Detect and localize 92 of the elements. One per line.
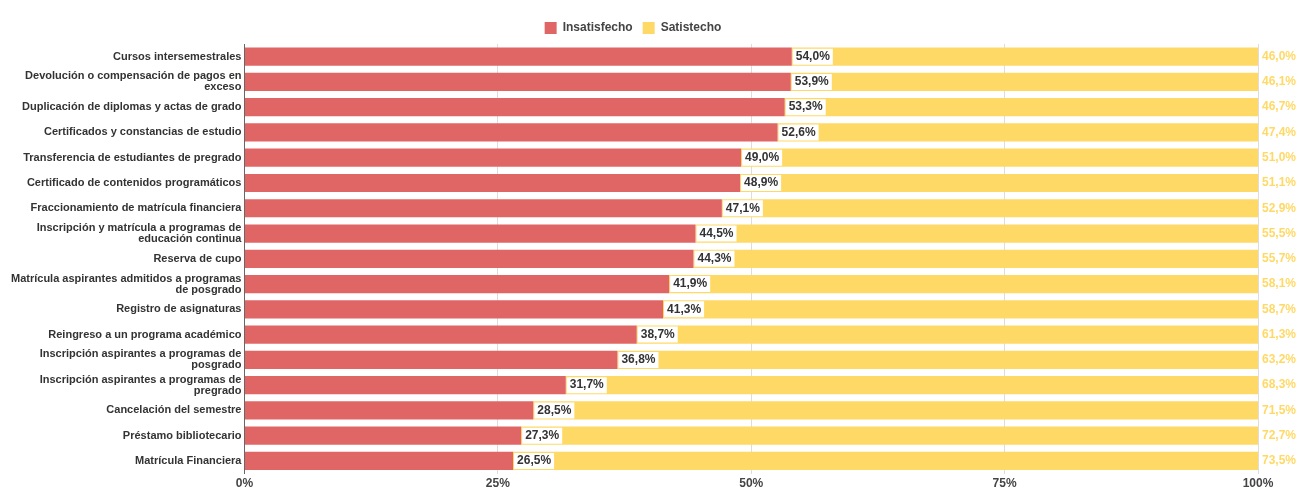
- data-label: 38,7%: [640, 326, 676, 341]
- bar: [244, 224, 696, 243]
- y-tick-label: Cancelación del semestre: [106, 403, 242, 416]
- y-tick-label: Inscripción aspirantes a programas de posgrado: [39, 347, 242, 371]
- data-label: 44,3%: [697, 251, 732, 266]
- y-tick-label: Reserva de cupo: [153, 251, 242, 264]
- data-label: 41,3%: [667, 301, 702, 316]
- data-label: 27,3%: [525, 428, 560, 443]
- y-tick-label: Certificados y constancias de estudio: [44, 125, 242, 138]
- bar: [669, 274, 1258, 294]
- bar: [741, 148, 1258, 167]
- data-label: 52,6%: [781, 124, 816, 139]
- bar: [244, 401, 534, 420]
- bar: [244, 148, 742, 167]
- bar: [244, 123, 778, 142]
- x-tick-label: 0%: [235, 476, 254, 491]
- bar: [790, 72, 1258, 91]
- bar: [244, 173, 741, 193]
- bar: [513, 451, 1258, 471]
- data-label: 47,4%: [1262, 124, 1297, 139]
- data-label: 73,5%: [1262, 453, 1297, 468]
- y-tick-label: Devolución o compensación de pagos en exceso: [25, 69, 242, 93]
- data-label: 53,9%: [794, 74, 830, 89]
- bar: [721, 199, 1258, 218]
- bar: [244, 325, 637, 344]
- data-label: 55,5%: [1262, 225, 1297, 240]
- data-label: 41,9%: [673, 276, 708, 291]
- y-tick-label: Inscripción aspirantes a programas de pregrado: [39, 372, 242, 396]
- data-label: 49,0%: [745, 150, 780, 165]
- bar: [777, 123, 1258, 142]
- data-label: 26,5%: [517, 453, 552, 468]
- data-label: 58,1%: [1262, 276, 1297, 291]
- bar: [521, 426, 1258, 445]
- bar: [244, 274, 670, 294]
- legend-label: Insatisfecho: [562, 20, 633, 35]
- data-label: 53,3%: [788, 99, 824, 114]
- data-label: 63,2%: [1262, 352, 1297, 367]
- y-tick-label: Duplicación de diplomas y actas de grado: [22, 100, 242, 113]
- bar: [636, 325, 1258, 344]
- bar: [791, 47, 1258, 66]
- y-tick-label: Cursos intersemestrales: [113, 49, 242, 62]
- data-label: 46,0%: [1262, 48, 1297, 63]
- y-tick-label: Reingreso a un programa académico: [48, 327, 242, 340]
- x-tick-label: 25%: [485, 476, 511, 491]
- data-label: 72,7%: [1262, 428, 1297, 443]
- data-label: 31,7%: [569, 377, 605, 392]
- bar: [695, 224, 1258, 243]
- y-tick-label: Inscripción y matrícula a programas de educación continua: [36, 221, 243, 245]
- bar: [533, 401, 1258, 420]
- y-tick-label: Certificado de contenidos programáticos: [26, 176, 242, 189]
- bar: [244, 376, 566, 395]
- bar: [565, 376, 1258, 395]
- bar: [244, 47, 792, 66]
- data-label: 48,9%: [744, 175, 779, 190]
- data-label: 54,0%: [795, 48, 831, 63]
- bar: [244, 350, 618, 369]
- y-tick-label: Matrícula aspirantes admitidos a programas de posgrado: [10, 271, 242, 295]
- bar: [663, 300, 1258, 319]
- data-label: 58,7%: [1262, 301, 1297, 316]
- data-label: 55,7%: [1262, 251, 1297, 266]
- data-label: 68,3%: [1262, 377, 1297, 392]
- bar: [740, 173, 1258, 193]
- x-tick-label: 100%: [1242, 476, 1274, 491]
- data-label: 51,0%: [1262, 150, 1297, 165]
- bar: [244, 98, 785, 117]
- x-tick-label: 50%: [739, 476, 764, 491]
- y-tick-label: Préstamo bibliotecario: [122, 428, 242, 441]
- bar: [244, 426, 522, 445]
- data-label: 28,5%: [537, 402, 572, 417]
- y-tick-label: Transferencia de estudiantes de pregrado: [23, 150, 242, 163]
- bar: [244, 249, 694, 268]
- legend-label: Satistecho: [660, 20, 722, 35]
- data-label: 52,9%: [1262, 200, 1297, 215]
- bar: [244, 300, 664, 319]
- data-label: 51,1%: [1262, 175, 1297, 190]
- bar: [784, 98, 1258, 117]
- data-label: 46,7%: [1262, 99, 1297, 114]
- data-label: 71,5%: [1262, 402, 1297, 417]
- x-tick-label: 75%: [992, 476, 1017, 491]
- data-label: 46,1%: [1262, 74, 1297, 89]
- bar: [244, 72, 791, 91]
- y-tick-label: Matrícula Financiera: [135, 454, 243, 466]
- bar: [617, 350, 1258, 369]
- bar: [244, 199, 722, 218]
- data-label: 47,1%: [725, 200, 761, 215]
- data-label: 36,8%: [621, 352, 656, 367]
- bar: [244, 451, 514, 471]
- bar: [693, 249, 1258, 268]
- data-label: 61,3%: [1262, 326, 1297, 341]
- y-tick-label: Fraccionamiento de matrícula financiera: [30, 201, 243, 214]
- y-tick-label: Registro de asignaturas: [116, 302, 242, 315]
- data-label: 44,5%: [699, 225, 734, 240]
